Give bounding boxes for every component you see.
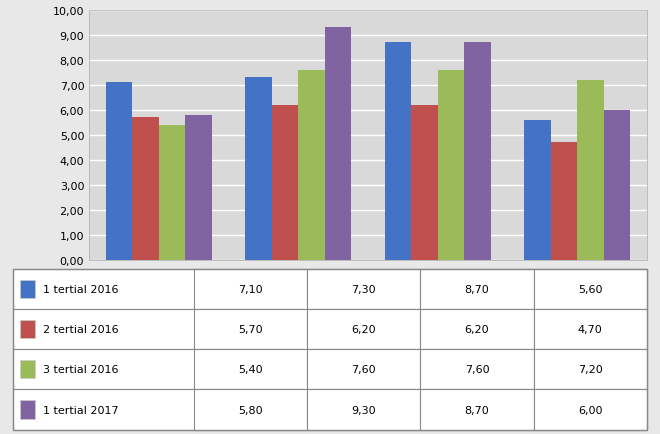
Text: 7,60: 7,60	[351, 365, 376, 375]
Text: 8,70: 8,70	[465, 404, 489, 414]
Bar	[533, 390, 647, 430]
Bar	[533, 349, 647, 390]
Bar	[298, 71, 325, 260]
Bar	[307, 309, 420, 349]
Bar	[420, 349, 533, 390]
Bar	[159, 125, 185, 260]
Bar	[132, 118, 159, 260]
Bar	[13, 309, 647, 349]
Bar	[307, 390, 420, 430]
Text: 5,70: 5,70	[238, 324, 263, 334]
Bar	[524, 121, 550, 260]
Text: 1 tertial 2017: 1 tertial 2017	[43, 404, 119, 414]
Bar	[185, 115, 212, 260]
Bar	[194, 309, 307, 349]
Bar	[20, 280, 36, 298]
Bar	[533, 309, 647, 349]
Bar	[194, 349, 307, 390]
Bar	[106, 83, 132, 260]
Text: 1 tertial 2016: 1 tertial 2016	[43, 284, 119, 294]
Bar	[307, 349, 420, 390]
Bar	[307, 269, 420, 309]
Text: 7,10: 7,10	[238, 284, 263, 294]
Bar	[13, 390, 647, 430]
Bar	[438, 71, 464, 260]
Text: 4,70: 4,70	[578, 324, 603, 334]
Bar	[20, 320, 36, 339]
Bar	[246, 78, 272, 260]
Text: 9,30: 9,30	[351, 404, 376, 414]
Bar	[20, 401, 36, 419]
Bar	[464, 43, 490, 260]
Text: 3 tertial 2016: 3 tertial 2016	[43, 365, 119, 375]
Text: 6,20: 6,20	[465, 324, 489, 334]
Text: 6,00: 6,00	[578, 404, 603, 414]
Text: 6,20: 6,20	[351, 324, 376, 334]
Text: 7,20: 7,20	[578, 365, 603, 375]
Bar	[272, 105, 298, 260]
Text: 5,80: 5,80	[238, 404, 263, 414]
Bar	[550, 143, 577, 260]
Bar	[533, 269, 647, 309]
Text: 2 tertial 2016: 2 tertial 2016	[43, 324, 119, 334]
Text: 7,30: 7,30	[351, 284, 376, 294]
Bar	[13, 349, 647, 390]
Bar	[385, 43, 411, 260]
Bar	[13, 269, 647, 309]
Text: 7,60: 7,60	[465, 365, 489, 375]
Bar	[194, 269, 307, 309]
Bar	[325, 28, 351, 260]
Bar	[420, 390, 533, 430]
Text: 5,60: 5,60	[578, 284, 603, 294]
Bar	[420, 269, 533, 309]
Text: 5,40: 5,40	[238, 365, 263, 375]
Bar	[577, 81, 604, 260]
Bar	[194, 390, 307, 430]
Bar	[420, 309, 533, 349]
Bar	[604, 111, 630, 260]
Text: 8,70: 8,70	[465, 284, 489, 294]
Bar	[20, 360, 36, 378]
Bar	[411, 105, 438, 260]
